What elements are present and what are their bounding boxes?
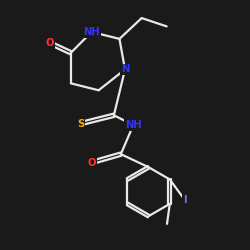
Text: NH: NH (125, 120, 142, 130)
Text: I: I (183, 195, 187, 205)
Text: O: O (88, 158, 96, 168)
Text: S: S (77, 118, 84, 128)
Text: N: N (121, 64, 129, 74)
Text: NH: NH (83, 27, 100, 37)
Text: O: O (46, 38, 54, 48)
